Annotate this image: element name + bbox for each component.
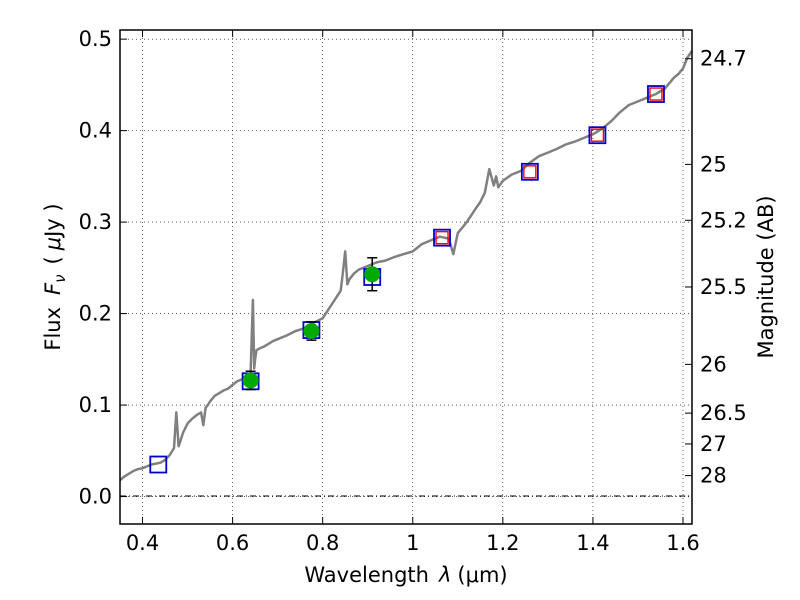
series-layer xyxy=(119,50,694,482)
y-axis-title-unit-mu: μ xyxy=(41,237,65,251)
y-axis-title-unit-rest: Jy ) xyxy=(41,203,65,239)
x-tick-label: 1 xyxy=(406,531,419,555)
model-photometry-square xyxy=(647,85,665,103)
y-tick-label: 0.1 xyxy=(79,393,112,417)
observed-photometry-point xyxy=(303,322,320,339)
x-tick-label: 1.4 xyxy=(576,531,609,555)
y2-axis-title: Magnitude (AB) xyxy=(754,195,778,358)
grid-lines xyxy=(120,30,692,524)
x-axis-title-unit: (μm) xyxy=(457,563,507,587)
y-tick-label: 0.4 xyxy=(79,119,112,143)
y2-tick-label: 26.5 xyxy=(700,401,747,425)
model-photometry-inner-square xyxy=(590,128,605,142)
spectrum-line xyxy=(119,50,694,482)
observed-photometry-point xyxy=(242,372,259,389)
y-tick-label: 0.3 xyxy=(79,210,112,234)
x-tick-label: 1.6 xyxy=(666,531,699,555)
plot-frame xyxy=(119,29,693,525)
x-tick-label: 0.4 xyxy=(126,531,159,555)
y-axis-title-symbol: F xyxy=(41,282,65,295)
y2-tick-label: 24.7 xyxy=(700,47,747,71)
y-tick-label: 0.0 xyxy=(79,485,112,509)
y2-tick-label: 25.2 xyxy=(700,208,747,232)
y-tick-label: 0.5 xyxy=(79,27,112,51)
y2-tick-label: 25.5 xyxy=(700,275,747,299)
model-photometry-square xyxy=(520,162,539,181)
y-axis-title: Flux Fν ( μJy ) xyxy=(41,203,69,350)
model-photometry-inner-square xyxy=(523,165,537,179)
y2-tick-label: 25 xyxy=(700,152,727,176)
x-tick-label: 0.6 xyxy=(216,531,249,555)
model-photometry-inner-square xyxy=(435,230,449,245)
observed-photometry-point xyxy=(364,266,381,283)
x-tick-label: 1.2 xyxy=(486,531,519,555)
y-tick-label: 0.2 xyxy=(79,302,112,326)
x-axis-title-symbol: λ xyxy=(438,563,451,587)
model-photometry-square xyxy=(149,455,168,474)
model-photometry-square xyxy=(588,126,607,145)
x-axis-title-main: Wavelength xyxy=(304,563,429,587)
tick-layer: 0.4 0.6 0.8 1 1.2 1.4 1.6 0.0 0.1 0.2 0.3 0.4 0.5 24.… xyxy=(79,27,747,555)
model-photometry-inner-square xyxy=(649,87,663,101)
y2-tick-label: 28 xyxy=(700,464,727,488)
x-tick-label: 0.8 xyxy=(306,531,339,555)
y-axis-title-unit-open: ( xyxy=(41,256,65,264)
y2-tick-label: 27 xyxy=(700,432,727,456)
y-axis-title-subscript: ν xyxy=(51,274,69,282)
model-photometry-square xyxy=(433,228,451,247)
y2-tick-label: 26 xyxy=(700,352,727,376)
x-axis-title: Wavelength λ (μm) xyxy=(304,563,507,587)
y-axis-title-main: Flux xyxy=(41,307,65,351)
